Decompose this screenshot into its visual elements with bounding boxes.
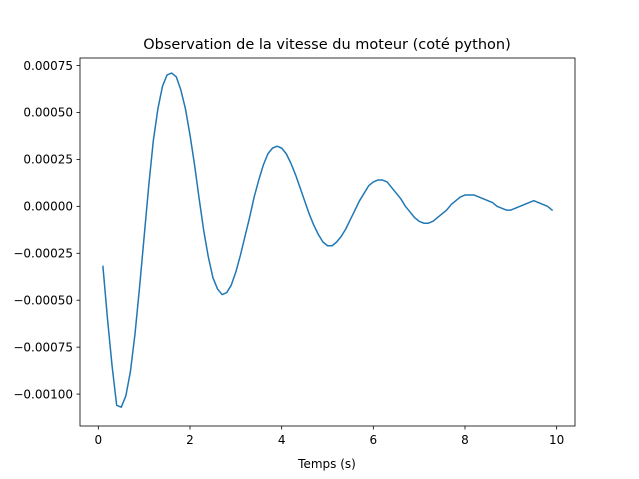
chart-title: Observation de la vitesse du moteur (cot…	[143, 37, 510, 53]
series-layer	[102, 72, 554, 408]
series-line-0	[102, 72, 554, 408]
y-tick-label: 0.00075	[23, 59, 73, 73]
y-tick-label: 0.00000	[23, 200, 73, 214]
x-axis-ticks: 0 2 4 6 8 10	[95, 426, 564, 447]
y-tick-label: −0.00025	[13, 247, 73, 261]
y-tick-label: 0.00050	[23, 106, 73, 120]
x-axis-label: Temps (s)	[297, 457, 356, 471]
x-tick-label: 6	[370, 433, 378, 447]
y-axis-ticks: −0.00100 −0.00075 −0.00050 −0.00025 0.00000 0…	[13, 59, 80, 401]
y-tick-label: 0.00025	[23, 153, 73, 167]
plot-frame	[79, 57, 576, 427]
x-tick-label: 2	[186, 433, 194, 447]
y-tick-label: −0.00075	[13, 340, 73, 354]
y-tick-label: −0.00100	[13, 387, 73, 401]
x-tick-label: 8	[461, 433, 469, 447]
x-tick-label: 4	[278, 433, 286, 447]
y-tick-label: −0.00050	[13, 294, 73, 308]
x-tick-label: 10	[549, 433, 564, 447]
x-tick-label: 0	[95, 433, 103, 447]
